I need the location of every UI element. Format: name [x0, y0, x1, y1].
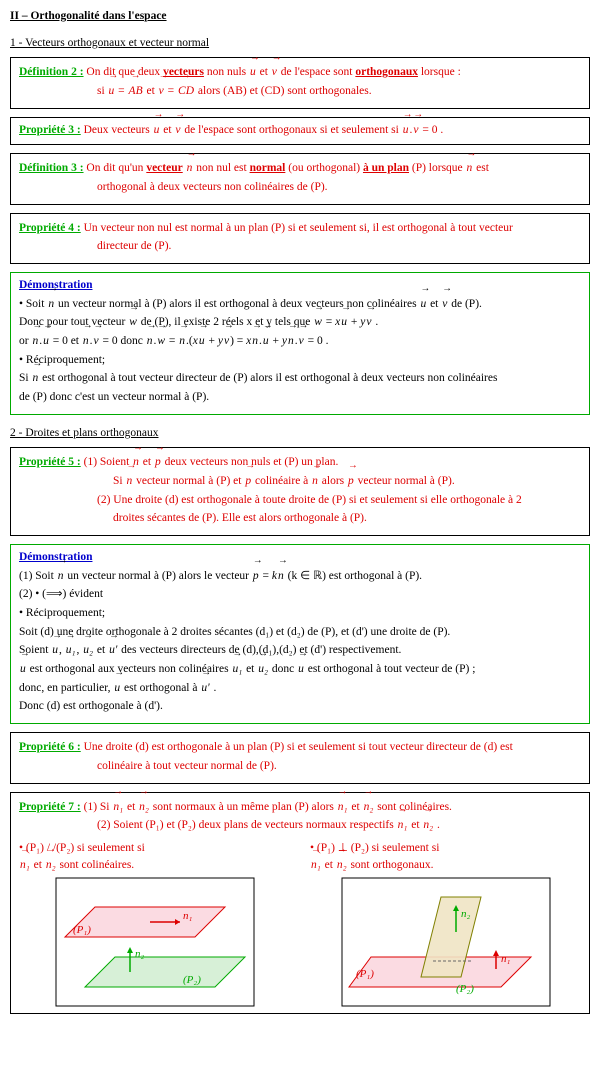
property-3-box: Propriété 3 : Deux vecteurs →u et →v de …	[10, 117, 590, 146]
svg-text:(P₁): (P₁)	[73, 924, 91, 936]
perpendicular-planes-diagram: • (P₁) ⊥ (P₂) si seulement si →n₁ et →n₂…	[310, 840, 581, 1007]
perp-planes-svg: n₂ n₁ (P₁) (P₂)	[341, 877, 551, 1007]
def3-text: On dit qu'un vecteur →n non nul est norm…	[86, 162, 489, 174]
prop3-text: Deux vecteurs →u et →v de l'espace sont …	[84, 124, 444, 136]
prop4-label: Propriété 4 :	[19, 222, 81, 234]
prop5-label: Propriété 5 :	[19, 456, 81, 468]
definition-3-box: Définition 3 : On dit qu'un vecteur →n n…	[10, 153, 590, 204]
parallel-planes-svg: n₁ n₂ (P₁) (P₂)	[55, 877, 255, 1007]
def3-label: Définition 3 :	[19, 162, 84, 174]
property-6-box: Propriété 6 : Une droite (d) est orthogo…	[10, 732, 590, 783]
def2-label: Définition 2 :	[19, 66, 84, 78]
definition-2-box: Définition 2 : On dit que deux vecteurs …	[10, 57, 590, 108]
svg-text:n₂: n₂	[135, 948, 145, 960]
prop4-text: Un vecteur non nul est normal à un plan …	[84, 222, 513, 234]
section-2-heading: 2 - Droites et plans orthogonaux	[10, 425, 590, 442]
svg-text:(P₂): (P₂)	[183, 974, 201, 986]
svg-text:n₁: n₁	[183, 910, 193, 922]
property-5-box: Propriété 5 : (1) Soient →n et →p deux v…	[10, 447, 590, 536]
prop3-label: Propriété 3 :	[19, 124, 81, 136]
prop5-text: (1) Soient →n et →p deux vecteurs non nu…	[84, 456, 339, 468]
property-4-box: Propriété 4 : Un vecteur non nul est nor…	[10, 213, 590, 264]
page-title: II – Orthogonalité dans l'espace	[10, 8, 590, 25]
demonstration-2-box: Démonstration (1) Soit →n un vecteur nor…	[10, 544, 590, 724]
svg-text:(P₂): (P₂)	[456, 983, 474, 995]
demo2-label: Démonstration	[19, 549, 581, 566]
svg-text:n₁: n₁	[501, 953, 511, 965]
section-1-heading: 1 - Vecteurs orthogonaux et vecteur norm…	[10, 35, 590, 52]
demo1-label: Démonstration	[19, 277, 581, 294]
property-7-box: Propriété 7 : (1) Si →n₁ et →n₂ sont nor…	[10, 792, 590, 1015]
svg-text:(P₁): (P₁)	[356, 968, 374, 980]
parallel-planes-diagram: • (P₁) / /(P₂) si seulement si →n₁ et →n…	[19, 840, 290, 1007]
prop7-label: Propriété 7 :	[19, 801, 81, 813]
prop6-label: Propriété 6 :	[19, 741, 81, 753]
demonstration-1-box: Démonstration • Soit →n un vecteur norma…	[10, 272, 590, 415]
svg-text:n₂: n₂	[461, 908, 471, 920]
prop6-text: Une droite (d) est orthogonale à un plan…	[84, 741, 513, 753]
